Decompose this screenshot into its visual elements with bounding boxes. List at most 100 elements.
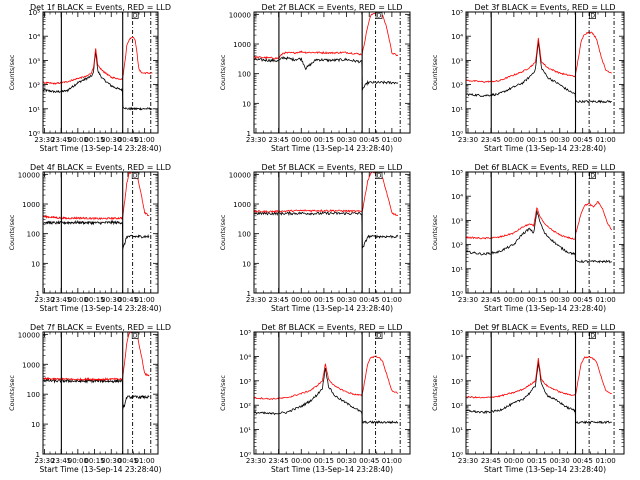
y-axis-label: Counts/sec bbox=[8, 375, 16, 411]
events-series-line bbox=[466, 41, 612, 104]
y-tick-label: 10¹ bbox=[28, 106, 40, 114]
x-tick-label: 00:45 bbox=[359, 136, 379, 144]
x-tick-label: 00:00 bbox=[504, 457, 524, 465]
x-tick-label: 23:45 bbox=[481, 457, 501, 465]
x-tick-label: 23:30 bbox=[458, 457, 478, 465]
y-tick-label: 1000 bbox=[233, 41, 251, 49]
x-tick-label: 23:45 bbox=[481, 136, 501, 144]
y-tick-label: 10⁴ bbox=[239, 353, 251, 361]
x-tick-label: 01:00 bbox=[135, 136, 155, 144]
x-tick-label: 23:30 bbox=[34, 296, 54, 304]
x-tick-label: 00:15 bbox=[314, 457, 334, 465]
x-tick-label: 00:45 bbox=[118, 457, 138, 465]
x-tick-label: 01:00 bbox=[596, 296, 616, 304]
y-tick-label: 10 bbox=[31, 421, 40, 429]
y-tick-label: 10⁰ bbox=[28, 130, 40, 138]
x-tick-label: 23:30 bbox=[246, 296, 266, 304]
x-axis-label: Start Time (13-Sep-14 23:28:40) bbox=[271, 304, 393, 313]
y-tick-label: 10² bbox=[239, 402, 251, 410]
top-marker-label: D bbox=[377, 13, 382, 20]
top-marker-label: D bbox=[377, 333, 382, 340]
x-tick-label: 00:15 bbox=[84, 457, 104, 465]
y-axis-label: Counts/sec bbox=[8, 54, 16, 90]
x-axis-label: Start Time (13-Sep-14 23:28:40) bbox=[271, 465, 393, 474]
top-marker-label: D bbox=[133, 333, 138, 340]
panel-title: Det 2f BLACK = Events, RED = LLD bbox=[261, 3, 402, 12]
y-tick-label: 1 bbox=[247, 130, 251, 138]
x-axis-label: Start Time (13-Sep-14 23:28:40) bbox=[271, 144, 393, 153]
lld-series-line bbox=[466, 31, 612, 83]
events-series-line bbox=[254, 55, 399, 91]
x-tick-label: 01:00 bbox=[382, 296, 402, 304]
top-marker-label: D bbox=[133, 13, 138, 20]
y-tick-label: 100 bbox=[238, 231, 251, 239]
plot-frame bbox=[42, 171, 159, 294]
x-tick-label: 00:00 bbox=[504, 296, 524, 304]
x-tick-label: 00:45 bbox=[573, 136, 593, 144]
panel-title: Det 7f BLACK = Events, RED = LLD bbox=[30, 323, 171, 332]
top-marker-label: D bbox=[590, 13, 595, 20]
y-tick-label: 1000 bbox=[233, 201, 251, 209]
x-tick-label: 01:00 bbox=[596, 136, 616, 144]
x-tick-label: 00:00 bbox=[504, 136, 524, 144]
events-series-line bbox=[466, 210, 613, 264]
x-tick-label: 00:30 bbox=[550, 296, 570, 304]
x-tick-label: 00:15 bbox=[527, 136, 547, 144]
x-tick-label: 00:15 bbox=[527, 457, 547, 465]
x-axis-label: Start Time (13-Sep-14 23:28:40) bbox=[40, 144, 162, 153]
x-tick-label: 00:45 bbox=[573, 296, 593, 304]
x-tick-label: 00:30 bbox=[101, 136, 121, 144]
x-axis-label: Start Time (13-Sep-14 23:28:40) bbox=[40, 465, 162, 474]
y-tick-label: 10000 bbox=[229, 11, 251, 19]
x-tick-label: 00:45 bbox=[359, 457, 379, 465]
y-axis-label: Counts/sec bbox=[431, 214, 439, 250]
y-axis-label: Counts/sec bbox=[431, 375, 439, 411]
y-tick-label: 10 bbox=[242, 260, 251, 268]
x-tick-label: 23:30 bbox=[458, 136, 478, 144]
x-tick-label: 00:00 bbox=[291, 457, 311, 465]
x-tick-label: 23:30 bbox=[458, 296, 478, 304]
y-axis-label: Counts/sec bbox=[219, 54, 227, 90]
y-tick-label: 10⁵ bbox=[28, 9, 40, 17]
y-tick-label: 10¹ bbox=[451, 266, 463, 274]
x-tick-label: 23:30 bbox=[34, 136, 54, 144]
x-tick-label: 00:00 bbox=[291, 296, 311, 304]
top-marker-label: D bbox=[377, 173, 382, 180]
y-axis-label: Counts/sec bbox=[8, 214, 16, 250]
plot-frame bbox=[253, 331, 411, 455]
x-tick-label: 23:45 bbox=[51, 457, 71, 465]
x-tick-label: 00:15 bbox=[527, 296, 547, 304]
x-tick-label: 00:30 bbox=[336, 136, 356, 144]
x-tick-label: 23:45 bbox=[269, 296, 289, 304]
y-tick-label: 10⁵ bbox=[451, 329, 463, 337]
lld-series-line bbox=[466, 355, 612, 399]
y-tick-label: 10⁰ bbox=[239, 451, 251, 459]
y-tick-label: 10000 bbox=[18, 171, 40, 179]
y-tick-label: 10¹ bbox=[451, 427, 463, 435]
y-tick-label: 10000 bbox=[18, 331, 40, 339]
x-tick-label: 01:00 bbox=[382, 457, 402, 465]
y-tick-label: 10000 bbox=[229, 171, 251, 179]
x-tick-label: 00:00 bbox=[68, 136, 88, 144]
y-tick-label: 10³ bbox=[28, 57, 40, 65]
top-marker-label: D bbox=[590, 333, 595, 340]
panel-title: Det 6f BLACK = Events, RED = LLD bbox=[474, 163, 615, 172]
x-tick-label: 00:45 bbox=[573, 457, 593, 465]
plot-frame bbox=[253, 11, 411, 134]
plot-frame bbox=[465, 331, 625, 455]
x-tick-label: 23:45 bbox=[51, 296, 71, 304]
panel-title: Det 8f BLACK = Events, RED = LLD bbox=[261, 323, 402, 332]
y-tick-label: 10² bbox=[451, 402, 463, 410]
y-tick-label: 10² bbox=[28, 82, 40, 90]
y-tick-label: 1 bbox=[36, 451, 40, 459]
x-axis-label: Start Time (13-Sep-14 23:28:40) bbox=[40, 304, 162, 313]
lld-series-line bbox=[43, 37, 153, 86]
y-tick-label: 10⁴ bbox=[451, 353, 463, 361]
y-tick-label: 100 bbox=[238, 71, 251, 79]
panel-title: Det 3f BLACK = Events, RED = LLD bbox=[474, 3, 615, 12]
y-tick-label: 10⁵ bbox=[451, 9, 463, 17]
y-axis-label: Counts/sec bbox=[219, 214, 227, 250]
y-tick-label: 100 bbox=[27, 231, 40, 239]
plot-frame bbox=[253, 171, 411, 294]
